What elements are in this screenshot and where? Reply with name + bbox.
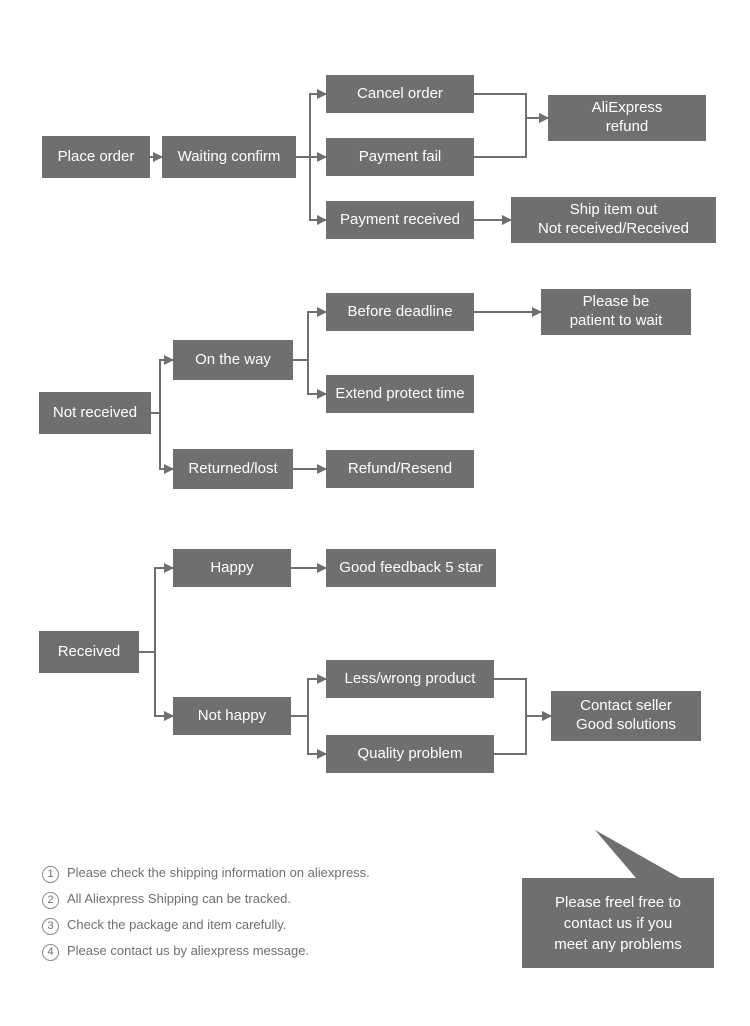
edge-received-not_happy [139,652,173,716]
node-pay_recv: Payment received [326,201,474,239]
speech-bubble-tail-icon [595,830,680,878]
note-text: Please check the shipping information on… [67,865,370,880]
node-ali_refund: AliExpress refund [548,95,706,141]
node-place_order: Place order [42,136,150,178]
edge-cancel-ali_refund [474,94,548,118]
edge-pay_fail-ali_refund [474,118,548,157]
node-feedback: Good feedback 5 star [326,549,496,587]
node-please_wait: Please be patient to wait [541,289,691,335]
note-number-icon: 2 [42,892,59,909]
edge-on_way-before_dl [293,312,326,360]
note-item: 2 All Aliexpress Shipping can be tracked. [42,886,370,912]
node-extend: Extend protect time [326,375,474,413]
node-received: Received [39,631,139,673]
edge-not_happy-less_wrong [291,679,326,716]
node-contact: Contact seller Good solutions [551,691,701,741]
node-cancel: Cancel order [326,75,474,113]
node-on_way: On the way [173,340,293,380]
note-text: Please contact us by aliexpress message. [67,943,309,958]
node-ret_lost: Returned/lost [173,449,293,489]
note-text: Check the package and item carefully. [67,917,286,932]
note-item: 4 Please contact us by aliexpress message… [42,938,370,964]
node-ship_out: Ship item out Not received/Received [511,197,716,243]
edge-less_wrong-contact [494,679,551,716]
note-item: 3 Check the package and item carefully. [42,912,370,938]
note-number-icon: 4 [42,944,59,961]
contact-speech-bubble: Please freel free to contact us if you m… [522,878,714,968]
node-waiting: Waiting confirm [162,136,296,178]
node-pay_fail: Payment fail [326,138,474,176]
node-less_wrong: Less/wrong product [326,660,494,698]
node-refund_resend: Refund/Resend [326,450,474,488]
note-text: All Aliexpress Shipping can be tracked. [67,891,291,906]
edge-received-happy [139,568,173,652]
edge-waiting-pay_recv [296,157,326,220]
note-item: 1 Please check the shipping information o… [42,860,370,886]
edge-not_recv-on_way [151,360,173,413]
notes-list: 1 Please check the shipping information o… [42,860,370,964]
node-not_recv: Not received [39,392,151,434]
node-happy: Happy [173,549,291,587]
node-quality: Quality problem [326,735,494,773]
edge-not_recv-ret_lost [151,413,173,469]
edge-on_way-extend [293,360,326,394]
edge-quality-contact [494,716,551,754]
edge-waiting-cancel [296,94,326,157]
note-number-icon: 1 [42,866,59,883]
flowchart-stage: 1 Please check the shipping information o… [0,0,750,1026]
node-not_happy: Not happy [173,697,291,735]
node-before_dl: Before deadline [326,293,474,331]
note-number-icon: 3 [42,918,59,935]
edge-not_happy-quality [291,716,326,754]
